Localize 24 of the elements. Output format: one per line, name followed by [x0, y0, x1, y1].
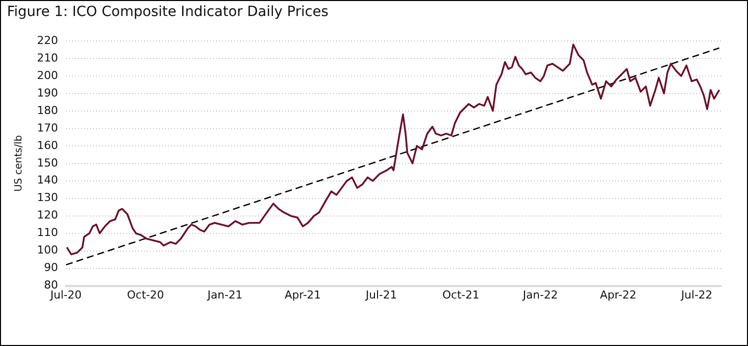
y-axis-title: US cents/lb [14, 135, 25, 192]
x-tick-label: Jul-22 [680, 288, 712, 302]
y-tick-label: 210 [36, 51, 58, 64]
x-tick-label: Oct-21 [442, 288, 480, 302]
y-tick-label: 110 [36, 226, 58, 240]
chart-title: Figure 1: ICO Composite Indicator Daily Prices [7, 4, 328, 20]
y-tick-label: 160 [36, 138, 58, 152]
x-tick-label: Oct-20 [126, 288, 164, 302]
x-tick-label: Apr-21 [284, 288, 321, 302]
y-tick-label: 130 [36, 191, 58, 204]
x-tick-label: Apr-22 [600, 288, 636, 302]
y-tick-label: 190 [36, 86, 58, 100]
x-tick-label: Jul-21 [364, 288, 398, 302]
y-tick-label: 170 [36, 121, 58, 134]
y-tick-label: 140 [36, 174, 58, 187]
x-tick-label: Jan-22 [522, 288, 558, 302]
y-tick-label: 180 [36, 104, 58, 117]
y-tick-label: 200 [36, 68, 58, 82]
y-tick-label: 150 [36, 156, 58, 170]
y-tick-label: 100 [36, 244, 58, 257]
y-tick-label: 220 [36, 34, 58, 47]
y-tick-label: 120 [36, 208, 58, 222]
x-tick-label: Jan-21 [206, 288, 242, 302]
y-tick-label: 90 [44, 261, 58, 274]
